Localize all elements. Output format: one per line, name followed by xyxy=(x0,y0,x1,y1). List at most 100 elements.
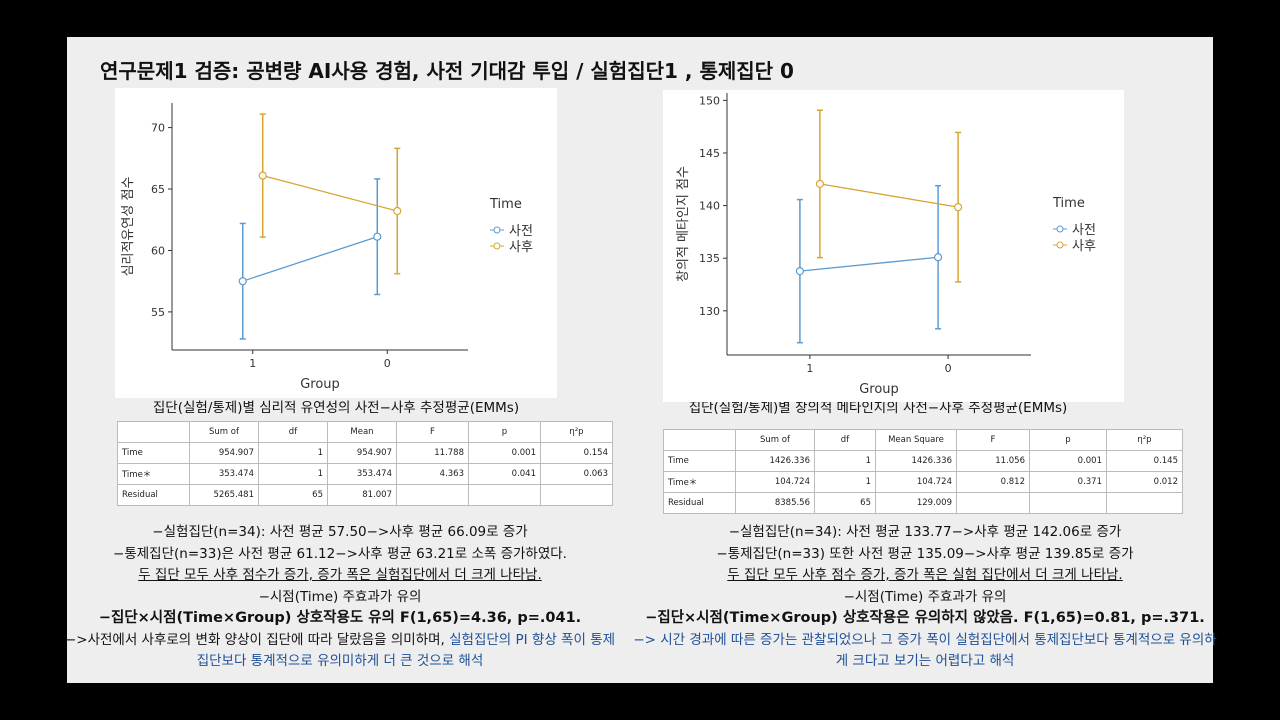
y-tick-label: 150 xyxy=(699,94,720,107)
note-line: −>사전에서 사후로의 변화 양상이 집단에 따라 달랐음을 의미하며, 실험집… xyxy=(60,630,620,673)
table-cell: 1 xyxy=(814,471,876,493)
note-text: −실험집단(n=34): 사전 평균 57.50−>사후 평균 66.09로 증… xyxy=(152,524,528,540)
legend-key xyxy=(493,226,501,234)
table-cell: Residual xyxy=(663,492,736,514)
table-row: Time＊ 353.474 1 353.474 4.363 0.041 0.063 xyxy=(117,463,613,485)
table-cell xyxy=(468,484,541,506)
table-cell xyxy=(117,421,190,443)
table-cell: 11.056 xyxy=(956,450,1030,472)
table-cell: 81.007 xyxy=(327,484,397,506)
legend-label: 사후 xyxy=(509,240,533,255)
notes: −실험집단(n=34): 사전 평균 133.77−>사후 평균 142.06로… xyxy=(630,522,1220,673)
table-cell xyxy=(540,484,613,506)
y-tick-label: 65 xyxy=(151,183,165,196)
table-cell: 353.474 xyxy=(327,463,397,485)
table-row: Residual 8385.56 65 129.009 xyxy=(663,492,1183,514)
note-text: −시점(Time) 주효과가 유의 xyxy=(843,588,1007,605)
note-text: −집단×시점(Time×Group) 상호작용은 유의하지 않았음. F(1,6… xyxy=(645,610,1205,626)
column-header: p xyxy=(1029,429,1107,451)
table-cell: Residual xyxy=(117,484,190,506)
point xyxy=(238,277,247,286)
notes: −실험집단(n=34): 사전 평균 57.50−>사후 평균 66.09로 증… xyxy=(60,522,620,673)
note-line: −> 시간 경과에 따른 증가는 관찰되었으나 그 증가 폭이 실험집단에서 통… xyxy=(630,630,1220,673)
table-cell: 0.063 xyxy=(540,463,613,485)
table-cell xyxy=(396,484,469,506)
table-row: Time＊ 104.724 1 104.724 0.812 0.371 0.012 xyxy=(663,471,1183,493)
column-header: Mean Square xyxy=(875,429,957,451)
column-header: df xyxy=(258,421,328,443)
table-cell xyxy=(663,429,736,451)
note-line: −실험집단(n=34): 사전 평균 57.50−>사후 평균 66.09로 증… xyxy=(60,522,620,544)
table-row: Time 954.907 1 954.907 11.788 0.001 0.154 xyxy=(117,442,613,464)
legend-label: 사전 xyxy=(509,224,533,239)
y-tick-label: 140 xyxy=(699,200,720,213)
series-line xyxy=(819,183,959,208)
table-cell: 0.001 xyxy=(1029,450,1107,472)
table-cell xyxy=(956,492,1030,514)
table-cell: 0.371 xyxy=(1029,471,1107,493)
table-cell: Time xyxy=(663,450,736,472)
table-cell: 11.788 xyxy=(396,442,469,464)
legend-key xyxy=(1056,241,1064,249)
table-cell: 0.812 xyxy=(956,471,1030,493)
note-text: −실험집단(n=34): 사전 평균 133.77−>사후 평균 142.06로… xyxy=(728,524,1122,540)
table-cell: 1 xyxy=(258,463,328,485)
column-header: Mean xyxy=(327,421,397,443)
chart-caption: 집단(실험/통제)별 창의적 메타인지의 사전−사후 추정평균(EMMs) xyxy=(688,400,1068,416)
series-line xyxy=(242,236,378,282)
table-cell: 65 xyxy=(814,492,876,514)
note-text: 두 집단 모두 사후 점수가 증가, 증가 폭은 실험집단에서 더 크게 나타남… xyxy=(138,567,542,583)
note-line: −시점(Time) 주효과가 유의 xyxy=(630,587,1220,609)
note-line: 두 집단 모두 사후 점수 증가, 증가 폭은 실험 집단에서 더 크게 나타남… xyxy=(630,565,1220,587)
column-header: p xyxy=(468,421,541,443)
legend-label: 사후 xyxy=(1072,239,1096,254)
note-text: −시점(Time) 주효과가 유의 xyxy=(258,588,422,605)
point xyxy=(795,267,805,276)
column-header: F xyxy=(956,429,1030,451)
table-cell: 4.363 xyxy=(396,463,469,485)
chart-caption: 집단(실험/통제)별 심리적 유연성의 사전−사후 추정평균(EMMs) xyxy=(152,400,520,416)
y-axis-label: 창의적 메타인지 점수 xyxy=(676,166,691,282)
y-tick-label: 60 xyxy=(151,244,165,257)
table-cell xyxy=(1029,492,1107,514)
table-cell: 0.154 xyxy=(540,442,613,464)
table-cell: Time xyxy=(117,442,190,464)
table-cell: 0.145 xyxy=(1106,450,1183,472)
note-text: −집단×시점(Time×Group) 상호작용도 유의 F(1,65)=4.36… xyxy=(98,610,582,626)
series-line xyxy=(799,256,939,272)
slide-title: 연구문제1 검증: 공변량 AI사용 경험, 사전 기대감 투입 / 실험집단1… xyxy=(100,59,794,83)
column-header: df xyxy=(814,429,876,451)
point xyxy=(373,232,382,241)
point xyxy=(258,171,267,180)
note-line: −시점(Time) 주효과가 유의 xyxy=(60,587,620,609)
note-line: −통제집단(n=33) 또한 사전 평균 135.09−>사후 평균 139.8… xyxy=(630,544,1220,566)
table-cell: 1426.336 xyxy=(875,450,957,472)
table-cell: 129.009 xyxy=(875,492,957,514)
point xyxy=(953,203,963,212)
note-line: −집단×시점(Time×Group) 상호작용은 유의하지 않았음. F(1,6… xyxy=(630,608,1220,630)
y-tick-label: 130 xyxy=(699,305,720,318)
series-line xyxy=(262,174,398,212)
table-cell: 5265.481 xyxy=(189,484,259,506)
note-text: −>사전에서 사후로의 변화 양상이 집단에 따라 달랐음을 의미하며, xyxy=(64,631,450,648)
x-axis-label: Group xyxy=(859,382,899,397)
x-tick-label: 1 xyxy=(249,357,256,370)
table-cell xyxy=(1106,492,1183,514)
y-tick-label: 145 xyxy=(699,147,720,160)
table-cell: 0.012 xyxy=(1106,471,1183,493)
note-text: 두 집단 모두 사후 점수 증가, 증가 폭은 실험 집단에서 더 크게 나타남… xyxy=(727,567,1123,583)
y-tick-label: 135 xyxy=(699,252,720,265)
table-cell: Time＊ xyxy=(117,463,190,485)
table-cell: 104.724 xyxy=(735,471,815,493)
x-tick-label: 0 xyxy=(945,362,952,375)
note-text: 실험집단의 PI 향상 폭이 통제집단보다 통계적으로 유의미하게 더 큰 것으… xyxy=(196,631,616,670)
legend-title: Time xyxy=(1052,196,1085,211)
x-axis-label: Group xyxy=(300,377,340,392)
table-cell: 353.474 xyxy=(189,463,259,485)
x-tick-label: 0 xyxy=(384,357,391,370)
